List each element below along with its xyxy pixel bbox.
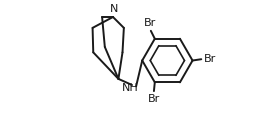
Text: Br: Br	[204, 54, 217, 64]
Text: Br: Br	[148, 94, 160, 103]
Text: Br: Br	[144, 18, 156, 28]
Text: NH: NH	[122, 83, 139, 93]
Text: N: N	[109, 4, 118, 14]
